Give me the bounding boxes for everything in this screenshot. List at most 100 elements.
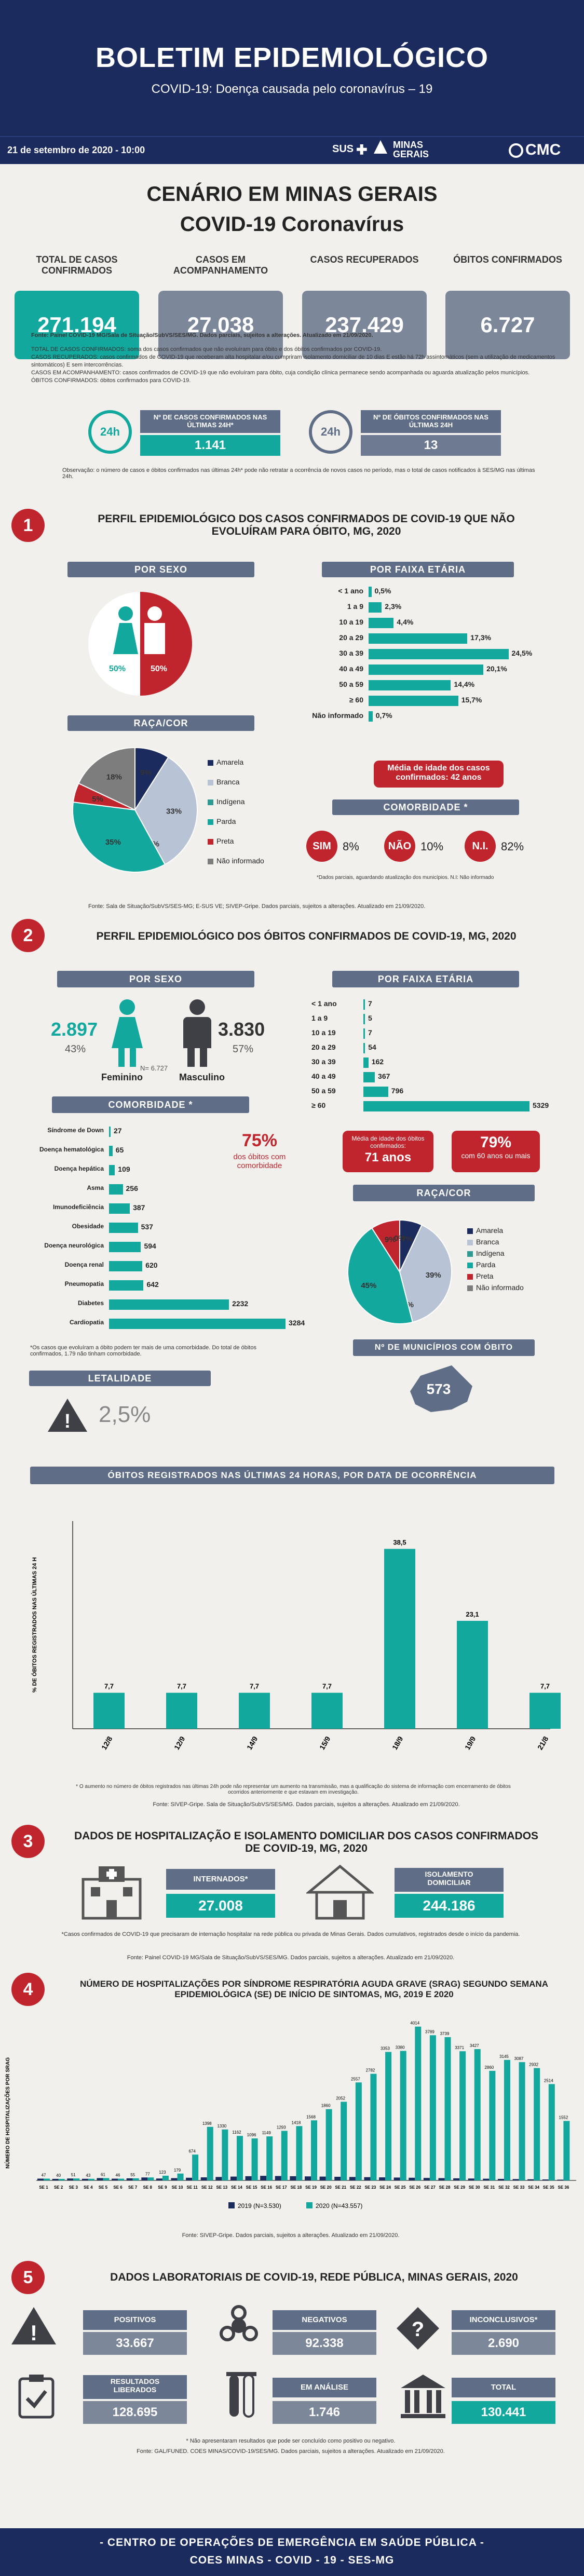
- srag-bar-2020: [444, 2037, 451, 2180]
- s2-race-slice: [371, 1219, 400, 1274]
- s5-inc-value: 2.690: [452, 2332, 555, 2355]
- s1-race-legend-label: Parda: [216, 817, 236, 825]
- s1-age-label: 30 a 39: [339, 649, 363, 657]
- srag-bar-2020: [251, 2138, 258, 2180]
- srag-legend-2020: 2020 (N=43.557): [316, 2202, 362, 2209]
- s1-race-legend-swatch: [208, 838, 213, 845]
- srag-week-label: SE 28: [439, 2185, 451, 2190]
- srag-bar-2020: [266, 2136, 273, 2180]
- daily-bar-value: 7,7: [104, 1683, 114, 1690]
- s2-median-value: 71 anos: [364, 1150, 412, 1164]
- srag-bar-2019: [82, 2178, 88, 2180]
- daily-bar-value: 7,7: [250, 1683, 259, 1690]
- srag-bar-2019: [126, 2178, 133, 2180]
- s2-female-figure-icon: [109, 999, 145, 1067]
- s2-race-legend-item: Indígena: [467, 1249, 505, 1257]
- definition-followup: CASOS EM ACOMPANHAMENTO: casos confirmad…: [31, 370, 530, 376]
- srag-bar-value: 2932: [529, 2063, 538, 2067]
- s1-race-slice-label: 18%: [106, 773, 122, 782]
- srag-week-label: SE 11: [186, 2185, 198, 2190]
- s1-race-legend-item: Não informado: [208, 857, 264, 865]
- s2-sex-n: N= 6.727: [140, 1064, 168, 1072]
- gender-circle-icon: 50% 50%: [88, 592, 192, 696]
- summary-card-label: ÓBITOS CONFIRMADOS: [453, 254, 562, 265]
- s5-neg-label: NEGATIVOS: [273, 2310, 376, 2330]
- daily-bar-value: 7,7: [540, 1683, 550, 1690]
- header-banner: BOLETIM EPIDEMIOLÓGICO COVID-19: Doença …: [0, 0, 584, 136]
- s1-comorb-note: *Dados parciais, aguardando atualização …: [317, 875, 494, 880]
- s1-sex-male-pct: 50%: [151, 665, 168, 673]
- srag-y-label: NÚMERO DE HOSPITALIZAÇÕES POR SRAG: [4, 2057, 11, 2168]
- daily-date-label: 12/9: [172, 1735, 187, 1752]
- s1-age-bar: [369, 696, 458, 706]
- s2-race-slice-label: 39%: [426, 1271, 441, 1280]
- s2-age-value: 162: [371, 1057, 384, 1066]
- s1-comorb-sim-badge: SIM: [306, 831, 337, 862]
- s1-age-bar: [369, 680, 451, 690]
- cmc-logo-text: CMC: [525, 141, 561, 158]
- s1-age-label: 1 a 9: [347, 602, 363, 611]
- srag-bar-2019: [542, 2179, 549, 2180]
- s2-comorb-label: Cardiopatia: [69, 1319, 104, 1326]
- srag-bar-2019: [97, 2178, 103, 2180]
- daily-bar: [384, 1549, 415, 1729]
- s3-note: *Casos confirmados de COVID-19 que preci…: [61, 1931, 520, 1937]
- s2-comorb-value: 27: [114, 1127, 122, 1135]
- srag-week-label: SE 32: [498, 2185, 510, 2190]
- s2-race-legend-swatch: [467, 1239, 473, 1245]
- date-bar: 21 de setembro de 2020 - 10:00 SUS MINAS…: [0, 136, 584, 164]
- s3-source: Fonte: Painel COVID-19 MG/Sala de Situaç…: [127, 1955, 455, 1961]
- s1-age-value: 24,5%: [511, 649, 533, 657]
- s2-over60-pct: 79%: [480, 1134, 512, 1151]
- s2-comorb-label: Doença neurológica: [44, 1242, 104, 1249]
- daily-bar-value: 7,7: [322, 1683, 332, 1690]
- srag-week-label: SE 2: [54, 2185, 63, 2190]
- srag-bar-2020: [519, 2062, 525, 2180]
- s2-male-pct: 57%: [233, 1043, 254, 1055]
- s2-comorb-bar: [109, 1299, 229, 1310]
- s1-age-value: 15,7%: [461, 696, 482, 704]
- srag-bar-2019: [393, 2177, 400, 2180]
- srag-week-label: SE 35: [543, 2185, 554, 2190]
- s1-race-slice: [78, 747, 135, 811]
- srag-week-label: SE 27: [424, 2185, 436, 2190]
- srag-bar-2020: [325, 2109, 332, 2180]
- s5-note: * Não apresentaram resultados que pode s…: [186, 2438, 396, 2444]
- s2-age-value: 5: [368, 1014, 372, 1022]
- s2-age-bar: [363, 1043, 365, 1053]
- s2-source: Fonte: SIVEP-Gripe. Sala de Situação/Sub…: [153, 1801, 460, 1808]
- s1-age-bar: [369, 618, 394, 628]
- s5-ana-label: EM ANÁLISE: [273, 2378, 376, 2397]
- warning-icon: !: [48, 1399, 87, 1432]
- srag-bar-2020: [44, 2178, 50, 2180]
- srag-bar-2019: [215, 2177, 222, 2180]
- srag-bar-2019: [349, 2177, 356, 2180]
- s1-age-bar: [369, 649, 509, 659]
- srag-bar-2020: [415, 2026, 422, 2180]
- s2-race-legend-item: Preta: [467, 1272, 493, 1280]
- s2-age-label: 20 a 29: [311, 1043, 336, 1051]
- daily-date-label: 12/8: [100, 1735, 114, 1752]
- s2-race-legend-swatch: [467, 1228, 473, 1234]
- s2-age-label: < 1 ano: [311, 999, 337, 1008]
- srag-week-label: SE 19: [305, 2185, 317, 2190]
- srag-bar-value: 3145: [499, 2054, 509, 2059]
- srag-bar-value: 4014: [410, 2021, 419, 2026]
- s2-comorb-bar: [109, 1165, 115, 1175]
- s1-race-title: RAÇA/COR: [67, 715, 254, 731]
- s2-race-legend-label: Amarela: [476, 1226, 504, 1235]
- s3-internados-label: INTERNADOS*: [166, 1869, 275, 1890]
- section-3-title: DADOS DE HOSPITALIZAÇÃO E ISOLAMENTO DOM…: [74, 1830, 539, 1854]
- s2-comorb-note: *Os casos que evoluíram a óbito podem te…: [30, 1345, 256, 1357]
- s2-comorb-bar: [109, 1184, 123, 1195]
- s1-age-label: Não informado: [312, 711, 363, 720]
- s5-neg-value: 92.338: [273, 2332, 376, 2355]
- srag-bar-2020: [177, 2173, 184, 2180]
- srag-bar-value: 61: [101, 2172, 105, 2177]
- s2-age-value: 367: [378, 1072, 390, 1080]
- s1-race-legend-label: Amarela: [216, 758, 244, 766]
- s2-race-legend-swatch: [467, 1262, 473, 1268]
- sus-logo: SUS: [332, 143, 367, 155]
- s1-median-age: Média de idade dos casos confirmados: 42…: [374, 761, 504, 788]
- summary-card-value: 6.727: [445, 291, 570, 359]
